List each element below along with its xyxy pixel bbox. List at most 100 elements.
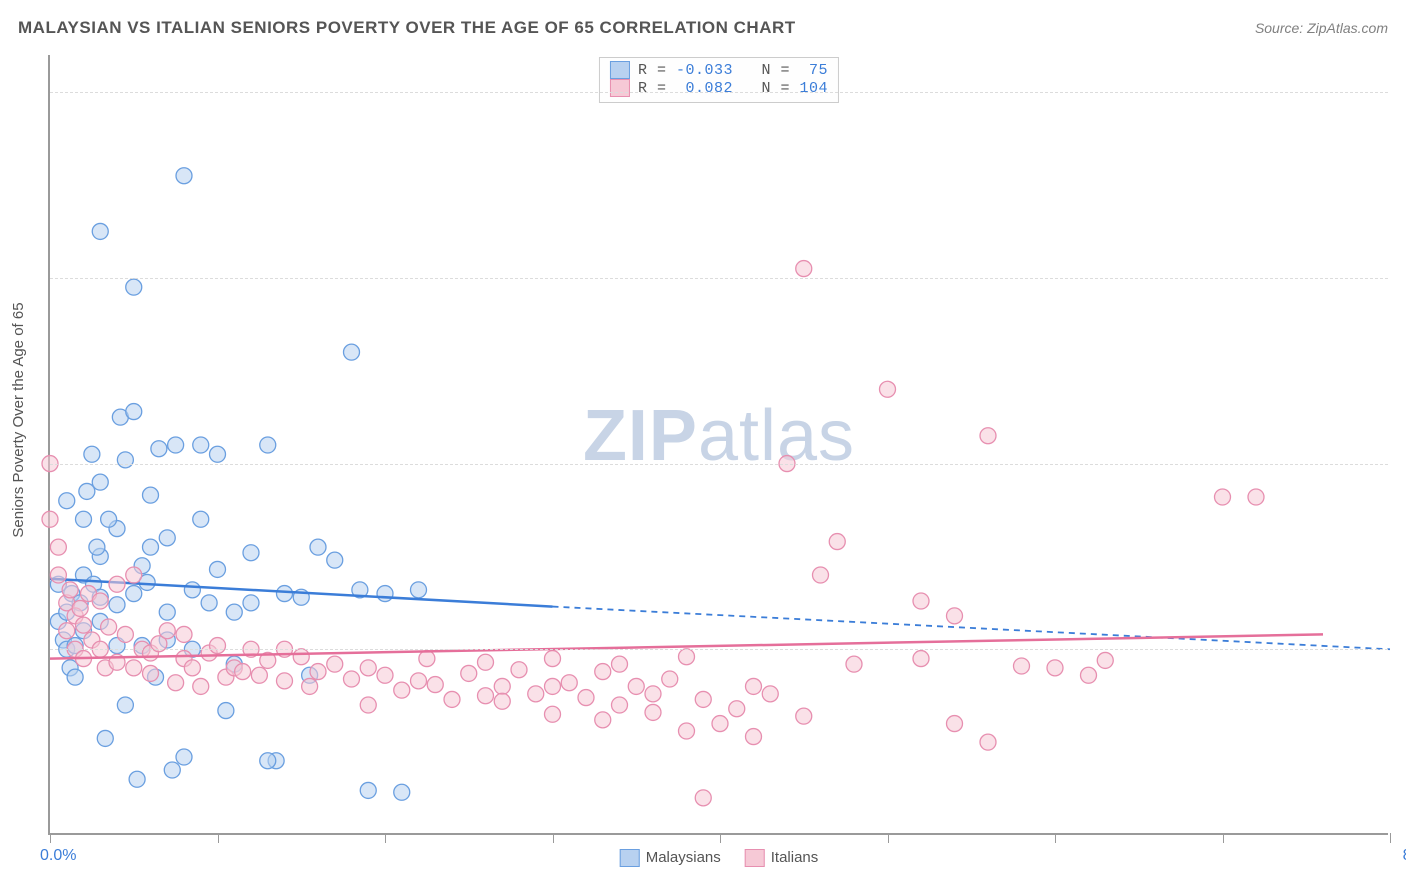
legend-swatch	[620, 849, 640, 867]
data-point	[461, 665, 477, 681]
data-point	[327, 656, 343, 672]
data-point	[151, 441, 167, 457]
data-point	[67, 669, 83, 685]
x-tick	[385, 833, 386, 843]
data-point	[528, 686, 544, 702]
data-point	[143, 539, 159, 555]
data-point	[377, 667, 393, 683]
data-point	[76, 511, 92, 527]
stats-legend: R = -0.033 N = 75R = 0.082 N = 104	[599, 57, 839, 103]
data-point	[913, 651, 929, 667]
data-point	[62, 582, 78, 598]
data-point	[176, 626, 192, 642]
x-tick	[553, 833, 554, 843]
scatter-svg	[50, 55, 1388, 833]
data-point	[76, 617, 92, 633]
data-point	[578, 690, 594, 706]
data-point	[411, 582, 427, 598]
data-point	[612, 697, 628, 713]
data-point	[193, 511, 209, 527]
gridline	[50, 92, 1388, 93]
data-point	[360, 697, 376, 713]
data-point	[595, 712, 611, 728]
data-point	[511, 662, 527, 678]
data-point	[143, 487, 159, 503]
data-point	[762, 686, 778, 702]
data-point	[159, 623, 175, 639]
data-point	[947, 608, 963, 624]
gridline	[50, 278, 1388, 279]
data-point	[478, 688, 494, 704]
legend-swatch	[610, 79, 630, 97]
data-point	[796, 261, 812, 277]
data-point	[293, 649, 309, 665]
data-point	[695, 691, 711, 707]
data-point	[595, 664, 611, 680]
data-point	[129, 771, 145, 787]
data-point	[59, 623, 75, 639]
data-point	[746, 678, 762, 694]
chart-title: MALAYSIAN VS ITALIAN SENIORS POVERTY OVE…	[18, 18, 796, 38]
data-point	[377, 586, 393, 602]
data-point	[101, 511, 117, 527]
data-point	[210, 638, 226, 654]
data-point	[327, 552, 343, 568]
data-point	[235, 664, 251, 680]
legend-swatch	[610, 61, 630, 79]
data-point	[947, 716, 963, 732]
data-point	[913, 593, 929, 609]
data-point	[360, 660, 376, 676]
data-point	[84, 446, 100, 462]
data-point	[829, 534, 845, 550]
data-point	[662, 671, 678, 687]
data-point	[419, 651, 435, 667]
x-tick	[1390, 833, 1391, 843]
data-point	[101, 619, 117, 635]
data-point	[92, 223, 108, 239]
data-point	[117, 626, 133, 642]
data-point	[176, 168, 192, 184]
gridline	[50, 649, 1388, 650]
data-point	[97, 730, 113, 746]
trend-line-extrapolated	[553, 607, 1391, 650]
data-point	[645, 704, 661, 720]
data-point	[1014, 658, 1030, 674]
x-tick	[1055, 833, 1056, 843]
data-point	[545, 678, 561, 694]
legend-swatch	[745, 849, 765, 867]
data-point	[72, 600, 88, 616]
chart-source: Source: ZipAtlas.com	[1255, 20, 1388, 36]
data-point	[109, 576, 125, 592]
data-point	[1081, 667, 1097, 683]
data-point	[89, 539, 105, 555]
data-point	[277, 586, 293, 602]
stats-legend-row: R = -0.033 N = 75	[610, 61, 828, 79]
data-point	[394, 784, 410, 800]
data-point	[729, 701, 745, 717]
data-point	[50, 539, 66, 555]
data-point	[394, 682, 410, 698]
x-axis-max-label: 80.0%	[1403, 847, 1406, 865]
data-point	[277, 673, 293, 689]
x-axis-min-label: 0.0%	[40, 847, 76, 865]
data-point	[59, 493, 75, 509]
data-point	[645, 686, 661, 702]
data-point	[980, 734, 996, 750]
legend-label: Italians	[771, 849, 819, 866]
data-point	[243, 545, 259, 561]
data-point	[159, 530, 175, 546]
data-point	[628, 678, 644, 694]
data-point	[360, 782, 376, 798]
data-point	[746, 729, 762, 745]
data-point	[193, 678, 209, 694]
data-point	[260, 753, 276, 769]
data-point	[679, 649, 695, 665]
data-point	[310, 664, 326, 680]
data-point	[545, 651, 561, 667]
data-point	[427, 677, 443, 693]
data-point	[243, 595, 259, 611]
data-point	[545, 706, 561, 722]
data-point	[612, 656, 628, 672]
data-point	[42, 511, 58, 527]
data-point	[251, 667, 267, 683]
